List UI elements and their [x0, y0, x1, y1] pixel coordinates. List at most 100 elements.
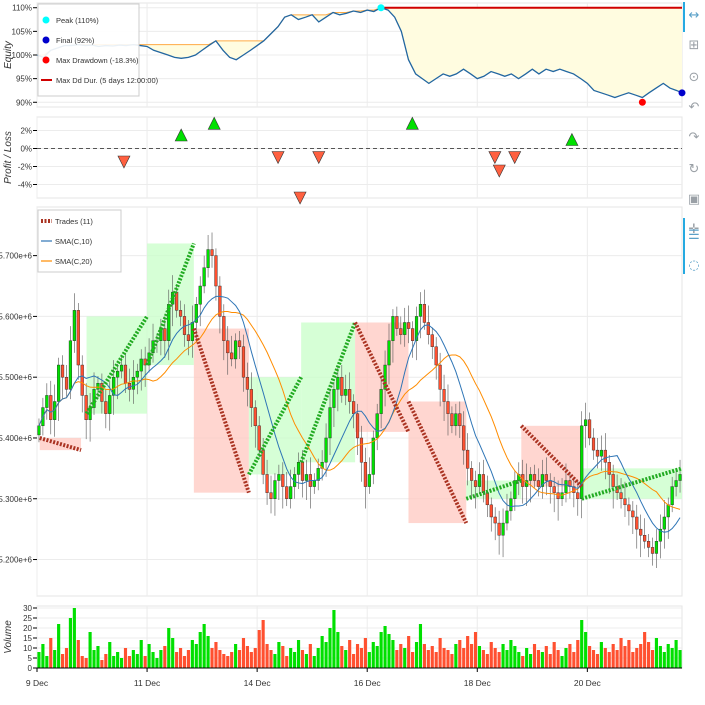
- max-drawdown-marker: [638, 98, 646, 106]
- candle-body-46: [218, 285, 222, 317]
- candle-body-22: [123, 364, 128, 384]
- volume-bar-24: [131, 650, 135, 668]
- volume-ytick-label-2: 20: [23, 624, 32, 633]
- volume-bar-108: [462, 648, 466, 668]
- trade-line-8: [465, 478, 522, 501]
- volume-bar-52: [241, 638, 246, 668]
- candle-body-109: [466, 449, 470, 469]
- candle-body-77: [340, 376, 344, 396]
- pan-tool[interactable]: ↔: [688, 8, 700, 23]
- candle-body-81: [355, 413, 360, 439]
- candle-body-58: [265, 474, 269, 493]
- ohlc-legend-entry-0: Trades (11): [55, 217, 93, 226]
- volume-bar-25: [135, 654, 139, 668]
- volume-bar-97: [418, 624, 423, 668]
- volume-bar-15: [96, 646, 100, 668]
- candle-body-43: [206, 249, 210, 268]
- volume-bar-113: [481, 650, 485, 668]
- candle-body-36: [178, 310, 183, 317]
- volume-bar-64: [289, 648, 293, 668]
- volume-bar-14: [92, 650, 96, 668]
- volume-bar-100: [430, 646, 434, 668]
- reset-tool[interactable]: ↻: [688, 162, 700, 177]
- candle-body-59: [269, 492, 273, 499]
- redo-tool[interactable]: ↷: [688, 130, 700, 145]
- profit-loss-ytick-label-1: 0%: [20, 145, 32, 154]
- save-tool[interactable]: ▣: [687, 192, 701, 207]
- ohlc-ytick-label-0: 5.700e+6: [0, 252, 33, 261]
- volume-bar-42: [202, 624, 206, 668]
- trade-line-2: [145, 242, 196, 366]
- candle-body-3: [49, 395, 53, 420]
- volume-bar-16: [100, 660, 104, 668]
- profit-loss-ylabel: Profit / Loss: [3, 131, 14, 184]
- candle-body-27: [143, 358, 147, 366]
- candle-body-79: [348, 389, 352, 402]
- candle-body-86: [375, 413, 379, 439]
- volume-ytick-label-4: 10: [23, 644, 32, 653]
- volume-bar-148: [619, 638, 623, 668]
- candle-body-118: [501, 522, 505, 536]
- volume-bar-124: [525, 648, 529, 668]
- candle-body-62: [281, 474, 285, 487]
- ohlc-legend: Trades (11) SMA(C,10) SMA(C,20): [37, 209, 122, 273]
- volume-bar-85: [371, 642, 375, 668]
- volume-bar-112: [477, 646, 482, 668]
- candle-body-12: [84, 395, 88, 420]
- volume-bar-71: [316, 648, 320, 668]
- volume-bar-34: [171, 638, 175, 668]
- volume-bar-2: [45, 656, 49, 668]
- volume-ytick-label-5: 5: [28, 654, 33, 663]
- box-zoom-tool[interactable]: ⊞: [688, 38, 700, 53]
- candle-body-159: [662, 516, 666, 530]
- volume-ylabel: Volume: [3, 620, 14, 654]
- volume-bar-125: [529, 654, 533, 668]
- hover-tool-2[interactable]: ◌: [688, 258, 700, 273]
- wheel-zoom-tool[interactable]: ⊙: [688, 70, 700, 85]
- candle-body-134: [564, 480, 568, 493]
- volume-bar-43: [206, 636, 210, 668]
- volume-bar-137: [576, 640, 580, 668]
- candle-body-133: [560, 492, 564, 499]
- candle-body-162: [674, 480, 678, 487]
- equity-ytick-label-1: 105%: [12, 27, 32, 36]
- candle-body-143: [599, 449, 603, 457]
- volume-bar-62: [281, 646, 285, 668]
- candle-body-85: [371, 437, 375, 475]
- volume-bar-104: [446, 650, 450, 668]
- candle-body-32: [163, 328, 167, 341]
- volume-bar-59: [269, 650, 273, 668]
- undo-tool[interactable]: ↶: [688, 100, 700, 115]
- volume-bar-0: [37, 652, 41, 668]
- volume-bar-150: [627, 640, 631, 668]
- volume-bar-92: [399, 644, 403, 668]
- volume-bar-123: [521, 656, 525, 668]
- candle-body-146: [611, 474, 615, 487]
- volume-bar-7: [64, 648, 69, 668]
- volume-bar-96: [414, 642, 419, 668]
- toolbar-active-indicator-1: [683, 218, 685, 274]
- candle-body-9: [72, 310, 76, 341]
- profit-loss-trade-2: [207, 116, 221, 130]
- candle-body-61: [277, 474, 281, 481]
- candle-body-48: [226, 340, 230, 354]
- candle-body-72: [320, 462, 324, 469]
- profit-loss-trade-8: [492, 164, 506, 178]
- volume-bar-9: [72, 608, 76, 668]
- candle-body-82: [359, 437, 364, 463]
- crosshair-tool[interactable]: ✛: [688, 222, 700, 237]
- volume-bar-82: [359, 648, 364, 668]
- volume-bar-44: [210, 648, 214, 668]
- volume-bar-155: [646, 642, 651, 668]
- profit-loss-trade-7: [488, 151, 502, 165]
- volume-ytick-label-3: 15: [23, 634, 32, 643]
- volume-bar-138: [580, 620, 584, 668]
- volume-bar-1: [41, 644, 45, 668]
- candle-body-18: [108, 395, 112, 414]
- volume-bar-106: [454, 644, 458, 668]
- candle-body-125: [529, 474, 533, 481]
- hover-tool[interactable]: ☰: [688, 228, 700, 243]
- candle-body-17: [104, 401, 108, 414]
- candle-body-71: [316, 468, 320, 481]
